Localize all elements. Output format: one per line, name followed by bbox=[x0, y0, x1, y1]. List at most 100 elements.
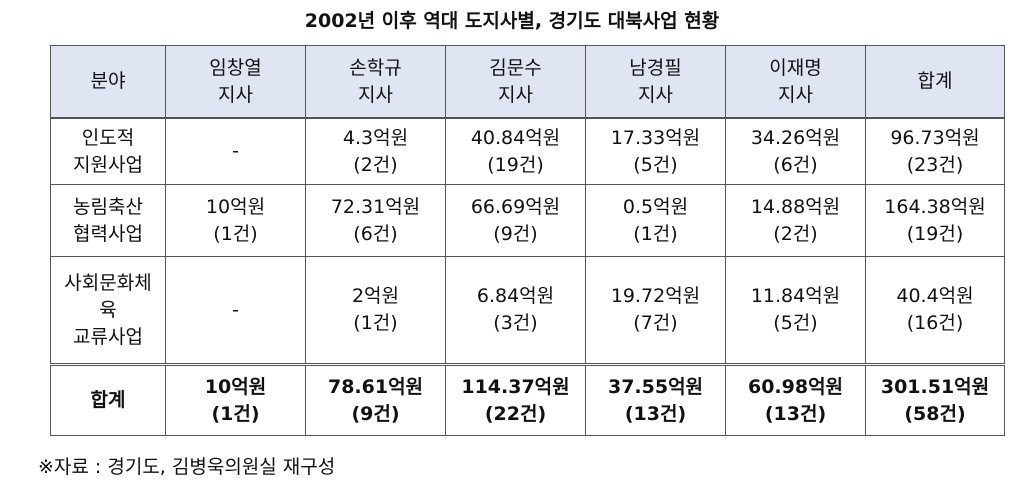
cell-line: 66.69억원 bbox=[470, 195, 561, 218]
data-cell: 37.55억원 (13건) bbox=[585, 363, 726, 436]
data-cell: 10억원 (1건) bbox=[165, 184, 306, 257]
cell-line: 손학규 bbox=[349, 56, 402, 79]
data-cell: 10억원 (1건) bbox=[165, 363, 306, 436]
cell-line: 합계 bbox=[90, 389, 126, 411]
cell-line: 34.26억원 bbox=[750, 126, 841, 149]
data-cell: 40.4억원 (16건) bbox=[865, 256, 1005, 365]
table-row: 농림축산 협력사업 10억원 (1건) 72.31억원 (6건) 66.69억원 (9건) 0.… bbox=[50, 184, 1005, 257]
data-cell: 60.98억원 (13건) bbox=[725, 363, 866, 436]
cell-line: (9건) bbox=[493, 222, 538, 245]
cell-line: 지원사업 bbox=[73, 153, 143, 176]
header-cell: 김문수 지사 bbox=[445, 45, 586, 119]
cell-line: (2건) bbox=[773, 222, 818, 245]
data-cell: - bbox=[165, 117, 306, 185]
cell-line: - bbox=[232, 140, 239, 162]
cell-line: 사회문화체 bbox=[64, 271, 152, 294]
data-cell: 2억원 (1건) bbox=[305, 256, 446, 365]
cell-line: 교류사업 bbox=[73, 325, 143, 348]
cell-line: 지사 bbox=[638, 83, 673, 106]
cell-line: 19.72억원 bbox=[610, 285, 701, 307]
cell-line: 임창열 bbox=[209, 56, 262, 79]
cell-line: (1건) bbox=[213, 222, 258, 245]
data-cell: 78.61억원 (9건) bbox=[305, 363, 446, 436]
data-cell: 0.5억원 (1건) bbox=[585, 184, 726, 257]
cell-line: (5건) bbox=[633, 153, 678, 176]
source-note: ※자료 : 경기도, 김병욱의원실 재구성 bbox=[38, 456, 336, 478]
cell-line: 40.84억원 bbox=[470, 126, 561, 149]
data-cell: 164.38억원 (19건) bbox=[865, 184, 1005, 257]
cell-line: 60.98억원 bbox=[747, 375, 844, 398]
cell-line: 14.88억원 bbox=[750, 195, 841, 218]
cell-line: (13건) bbox=[764, 402, 827, 425]
cell-line: (23건) bbox=[906, 153, 964, 176]
table-row: 합계 10억원 (1건) 78.61억원 (9건) 114.37억원 (22건) 37.55억… bbox=[50, 363, 1005, 436]
cell-line: 96.73억원 bbox=[890, 126, 980, 149]
data-cell: 6.84억원 (3건) bbox=[445, 256, 586, 365]
cell-line: 78.61억원 bbox=[327, 375, 424, 398]
cell-line: (16건) bbox=[906, 312, 964, 334]
cell-line: 남경필 bbox=[629, 56, 682, 79]
title: 2002년 이후 역대 도지사별, 경기도 대북사업 현황 bbox=[304, 10, 720, 32]
cell-line: 37.55억원 bbox=[607, 375, 704, 398]
cell-line: 72.31억원 bbox=[330, 195, 421, 218]
header-cell: 합계 bbox=[865, 45, 1005, 119]
cell-line: (19건) bbox=[487, 153, 544, 176]
header-row: 분야 임창열 지사 손학규 지사 김문수 지사 남경필 지사 이재명 지사 합계 bbox=[50, 45, 1005, 119]
cell-line: - bbox=[232, 298, 239, 321]
data-cell: 96.73억원 (23건) bbox=[865, 117, 1005, 185]
cell-line: (58건) bbox=[904, 402, 966, 425]
cell-line: 11.84억원 bbox=[750, 285, 841, 307]
cell-line: (3건) bbox=[493, 312, 538, 334]
data-cell: 114.37억원 (22건) bbox=[445, 363, 586, 436]
row-label: 합계 bbox=[50, 363, 166, 436]
data-cell: 40.84억원 (19건) bbox=[445, 117, 586, 185]
cell-line: 이재명 bbox=[769, 56, 822, 79]
cell-line: 301.51억원 bbox=[880, 375, 990, 398]
cell-line: (22건) bbox=[484, 402, 547, 425]
cell-line: (2건) bbox=[353, 153, 398, 176]
cell-line: 164.38억원 bbox=[884, 195, 986, 218]
cell-line: 육 bbox=[99, 298, 117, 321]
cell-line: 지사 bbox=[358, 83, 393, 106]
header-cell: 분야 bbox=[50, 45, 166, 119]
cell-line: 지사 bbox=[218, 83, 253, 106]
cell-line: 농림축산 bbox=[73, 195, 143, 218]
cell-line: (6건) bbox=[773, 153, 818, 176]
cell-line: 김문수 bbox=[489, 56, 542, 79]
data-cell: 14.88억원 (2건) bbox=[725, 184, 866, 257]
cell-line: 17.33억원 bbox=[610, 126, 701, 149]
cell-line: 10억원 bbox=[204, 375, 267, 398]
data-cell: 17.33억원 (5건) bbox=[585, 117, 726, 185]
cell-line: 40.4억원 bbox=[896, 285, 974, 307]
data-cell: 66.69억원 (9건) bbox=[445, 184, 586, 257]
cell-line: 협력사업 bbox=[73, 222, 143, 245]
cell-line: (9건) bbox=[351, 402, 400, 425]
cell-line: 4.3억원 bbox=[342, 126, 409, 149]
cell-line: 114.37억원 bbox=[461, 375, 570, 398]
data-cell: 72.31억원 (6건) bbox=[305, 184, 446, 257]
cell-line: 2억원 bbox=[351, 285, 400, 307]
cell-line: 인도적 bbox=[81, 126, 135, 149]
data-cell: 301.51억원 (58건) bbox=[865, 363, 1005, 436]
cell-line: (1건) bbox=[633, 222, 678, 245]
cell-line: (1건) bbox=[211, 402, 260, 425]
data-cell: 4.3억원 (2건) bbox=[305, 117, 446, 185]
cell-line: (1건) bbox=[353, 312, 398, 334]
cell-line: 6.84억원 bbox=[476, 285, 555, 307]
cell-line: 합계 bbox=[917, 70, 953, 92]
cell-line: (13건) bbox=[624, 402, 687, 425]
data-cell: 34.26억원 (6건) bbox=[725, 117, 866, 185]
cell-line: (7건) bbox=[633, 312, 678, 334]
data-cell: - bbox=[165, 256, 306, 365]
cell-line: 지사 bbox=[778, 83, 813, 106]
cell-line: 분야 bbox=[90, 70, 126, 92]
